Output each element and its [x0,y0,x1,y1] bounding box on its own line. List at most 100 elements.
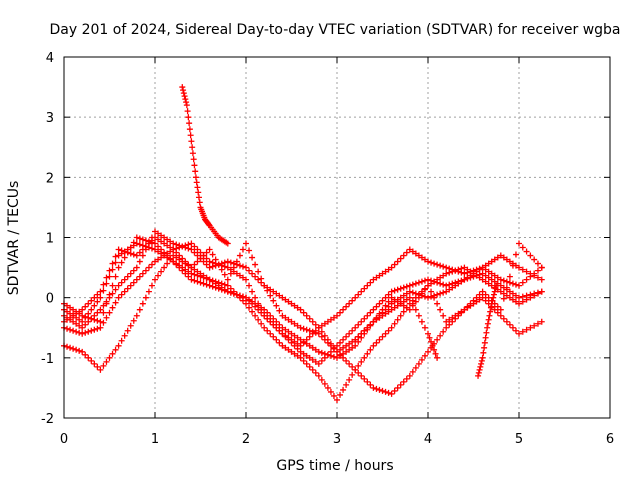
data-point [379,297,386,304]
data-point [346,300,353,307]
data-point [455,310,462,317]
data-point [449,266,456,273]
data-point [481,344,488,351]
data-point [300,325,307,332]
data-point [276,321,283,328]
data-point [115,294,122,301]
data-point [115,264,122,271]
data-point [294,352,301,359]
data-point [191,162,198,169]
data-point [464,269,471,276]
data-point [82,303,89,310]
data-point [324,351,331,358]
data-point [183,102,190,109]
data-point [106,291,113,298]
data-point [318,322,325,329]
data-point [270,315,277,322]
data-point [318,357,325,364]
data-point [185,273,192,280]
data-point [400,298,407,305]
data-point [412,280,419,287]
data-point [206,258,213,265]
data-point [367,346,374,353]
data-point [306,327,313,334]
data-point [176,252,183,259]
data-point [352,366,359,373]
data-point [415,360,422,367]
data-point [358,372,365,379]
data-point [437,332,444,339]
data-point [70,345,77,352]
series-track-7 [179,84,231,247]
data-point [100,309,107,316]
data-point [124,249,131,256]
data-point [176,244,183,251]
data-point [100,287,107,294]
data-point [185,241,192,248]
data-point [255,268,262,275]
data-point [252,312,259,319]
data-point [115,342,122,349]
data-point [494,309,501,316]
x-tick-label: 2 [242,432,250,447]
data-point [458,278,465,285]
data-point [523,296,530,303]
data-point [397,381,404,388]
data-point [267,318,274,325]
data-point [538,276,545,283]
data-point [158,238,165,245]
data-point [303,352,310,359]
data-point [385,298,392,305]
y-axis-label: SDTVAR / TECUs [6,181,22,296]
data-point [97,288,104,295]
data-point [434,291,441,298]
data-point [425,282,431,289]
data-point [440,272,447,279]
data-point [506,273,513,280]
data-point [136,273,143,280]
data-point [503,256,510,263]
data-point [352,342,359,349]
data-point [243,300,249,307]
data-point [188,246,195,253]
data-point [243,240,249,247]
data-point [467,300,474,307]
data-point [394,302,401,309]
data-point [288,348,295,355]
data-point [288,300,295,307]
data-point [418,290,425,297]
data-point [358,330,365,337]
data-point [512,298,519,305]
data-point [443,264,450,271]
data-point [103,314,110,321]
data-point [519,266,526,273]
data-point [76,308,83,315]
data-point [394,316,401,323]
data-point [385,327,392,334]
axis-ticks: 0 1 2 3 4 5 6 -2 -1 0 1 2 3 4 [41,51,614,447]
data-point [155,256,162,263]
data-point [127,250,134,257]
data-point [158,268,165,275]
data-point [127,282,134,289]
data-point [349,363,356,370]
data-point [482,291,489,298]
data-point [276,307,283,314]
data-point [315,330,322,337]
data-point [403,304,410,311]
data-point [458,308,465,315]
data-point [440,263,447,270]
data-point [340,386,347,393]
data-point [236,262,243,269]
data-point [385,308,392,315]
data-point [270,297,277,304]
data-point [197,273,204,280]
data-point [291,350,298,357]
data-point [312,321,319,328]
data-point [488,258,495,265]
data-point [490,294,497,301]
data-point [412,298,419,305]
data-point [279,294,286,301]
data-point [355,321,362,328]
data-point [273,290,280,297]
